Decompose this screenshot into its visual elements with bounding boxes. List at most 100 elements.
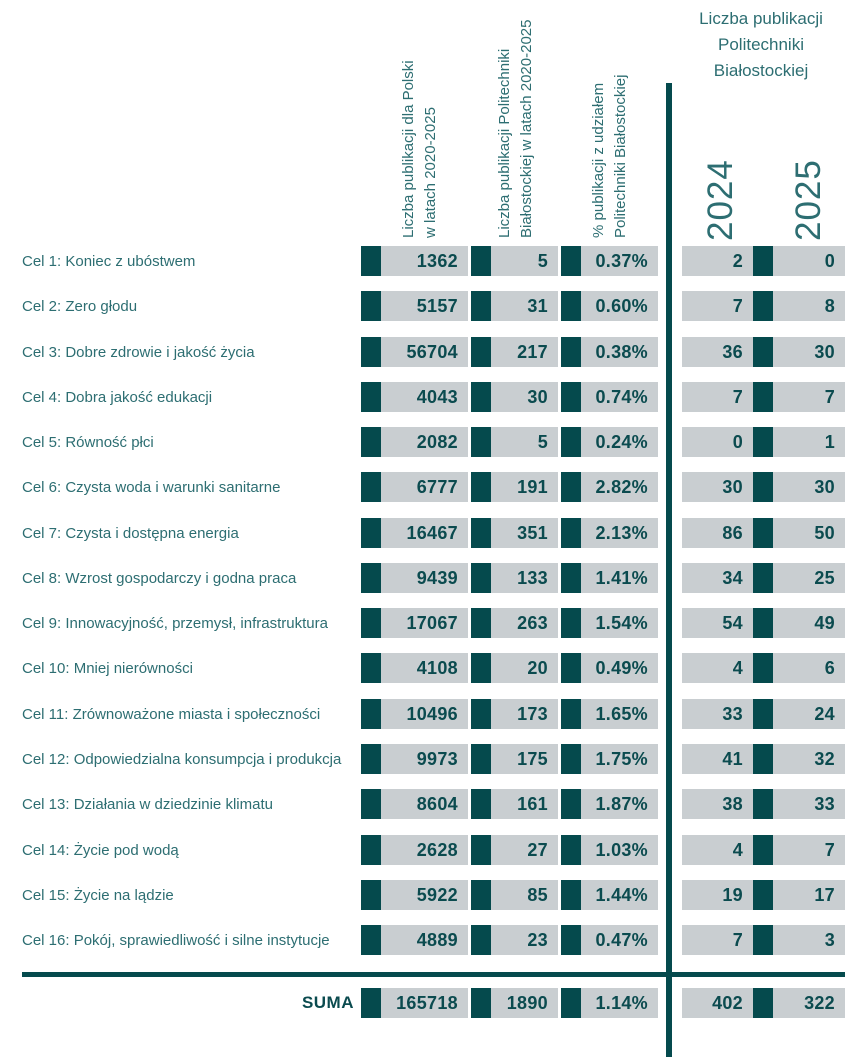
column-header-2024: 2024	[701, 159, 740, 241]
cell-2024: 4	[682, 653, 753, 683]
summary-cell-2024: 402	[682, 988, 753, 1018]
row-marker-square	[753, 653, 773, 683]
row-marker-square	[471, 518, 491, 548]
column-header-line: Politechniki Białostockiej	[612, 74, 629, 238]
summary-marker-square	[471, 988, 491, 1018]
row-marker-square	[753, 925, 773, 955]
cell-2025: 0	[773, 246, 845, 276]
cell-pb-total: 191	[491, 472, 558, 502]
goal-label: Cel 7: Czysta i dostępna energia	[22, 524, 239, 542]
row-marker-square	[471, 472, 491, 502]
row-marker-square	[753, 835, 773, 865]
cell-pb-total: 85	[491, 880, 558, 910]
row-marker-square	[561, 337, 581, 367]
row-marker-square	[561, 835, 581, 865]
cell-2024: 7	[682, 925, 753, 955]
table-row: Cel 9: Innowacyjność, przemysł, infrastr…	[0, 608, 851, 638]
cell-pb-percent: 1.03%	[581, 835, 658, 865]
cell-2025: 6	[773, 653, 845, 683]
cell-2024: 34	[682, 563, 753, 593]
table-row: Cel 16: Pokój, sprawiedliwość i silne in…	[0, 925, 851, 955]
row-marker-square	[753, 744, 773, 774]
summary-cell-pb-percent: 1.14%	[581, 988, 658, 1018]
cell-pb-percent: 1.87%	[581, 789, 658, 819]
right-group-title-line: Politechniki	[718, 35, 804, 54]
row-marker-square	[361, 291, 381, 321]
row-marker-square	[471, 653, 491, 683]
row-marker-square	[361, 427, 381, 457]
cell-pb-percent: 0.24%	[581, 427, 658, 457]
vertical-divider-line	[666, 83, 672, 1057]
summary-marker-square	[753, 988, 773, 1018]
goal-label: Cel 3: Dobre zdrowie i jakość życia	[22, 343, 255, 361]
cell-2025: 8	[773, 291, 845, 321]
row-marker-square	[753, 880, 773, 910]
summary-separator-line	[22, 972, 845, 977]
goal-label: Cel 10: Mniej nierówności	[22, 659, 193, 677]
cell-pb-percent: 0.74%	[581, 382, 658, 412]
row-marker-square	[471, 789, 491, 819]
cell-pb-total: 30	[491, 382, 558, 412]
table-row: Cel 13: Działania w dziedzinie klimatu 86…	[0, 789, 851, 819]
row-marker-square	[753, 563, 773, 593]
row-marker-square	[753, 291, 773, 321]
cell-2024: 33	[682, 699, 753, 729]
cell-pb-total: 5	[491, 246, 558, 276]
cell-pb-total: 27	[491, 835, 558, 865]
cell-poland: 1362	[381, 246, 468, 276]
row-marker-square	[561, 744, 581, 774]
goal-label: Cel 15: Życie na lądzie	[22, 886, 174, 904]
row-marker-square	[561, 608, 581, 638]
cell-poland: 5922	[381, 880, 468, 910]
row-marker-square	[361, 246, 381, 276]
goal-label: Cel 14: Życie pod wodą	[22, 841, 179, 859]
cell-poland: 10496	[381, 699, 468, 729]
table-row: Cel 6: Czysta woda i warunki sanitarne 67…	[0, 472, 851, 502]
row-marker-square	[471, 880, 491, 910]
cell-2024: 30	[682, 472, 753, 502]
table-row: Cel 1: Koniec z ubóstwem 1362 5 0.37% 2 0	[0, 246, 851, 276]
goal-label: Cel 1: Koniec z ubóstwem	[22, 252, 196, 270]
cell-pb-percent: 2.82%	[581, 472, 658, 502]
table-row: Cel 11: Zrównoważone miasta i społecznoś…	[0, 699, 851, 729]
goal-label: Cel 5: Równość płci	[22, 433, 154, 451]
cell-2025: 7	[773, 835, 845, 865]
table-row: Cel 12: Odpowiedzialna konsumpcja i prod…	[0, 744, 851, 774]
column-header-poland: Liczba publikacji dla Polski w latach 20…	[398, 60, 442, 238]
cell-poland: 16467	[381, 518, 468, 548]
cell-poland: 9973	[381, 744, 468, 774]
cell-2025: 30	[773, 337, 845, 367]
row-marker-square	[753, 246, 773, 276]
row-marker-square	[561, 246, 581, 276]
cell-pb-percent: 1.75%	[581, 744, 658, 774]
column-header-2025: 2025	[789, 159, 828, 241]
cell-pb-total: 5	[491, 427, 558, 457]
cell-poland: 4108	[381, 653, 468, 683]
row-marker-square	[471, 337, 491, 367]
cell-poland: 9439	[381, 563, 468, 593]
row-marker-square	[361, 699, 381, 729]
cell-poland: 17067	[381, 608, 468, 638]
row-marker-square	[471, 835, 491, 865]
row-marker-square	[753, 608, 773, 638]
cell-pb-total: 175	[491, 744, 558, 774]
goal-label: Cel 13: Działania w dziedzinie klimatu	[22, 795, 273, 813]
row-marker-square	[471, 699, 491, 729]
row-marker-square	[561, 563, 581, 593]
cell-2024: 38	[682, 789, 753, 819]
cell-2024: 7	[682, 382, 753, 412]
row-marker-square	[561, 699, 581, 729]
right-group-title-line: Białostockiej	[713, 61, 809, 80]
row-marker-square	[471, 563, 491, 593]
column-header-pb-total: Liczba publikacji Politechniki Białostoc…	[494, 20, 538, 238]
summary-cell-poland: 165718	[381, 988, 468, 1018]
cell-pb-percent: 0.37%	[581, 246, 658, 276]
row-marker-square	[361, 472, 381, 502]
cell-2024: 7	[682, 291, 753, 321]
row-marker-square	[471, 608, 491, 638]
cell-poland: 2082	[381, 427, 468, 457]
goal-label: Cel 9: Innowacyjność, przemysł, infrastr…	[22, 614, 328, 632]
row-marker-square	[471, 925, 491, 955]
row-marker-square	[753, 427, 773, 457]
column-header-line: % publikacji z udziałem	[590, 82, 607, 238]
